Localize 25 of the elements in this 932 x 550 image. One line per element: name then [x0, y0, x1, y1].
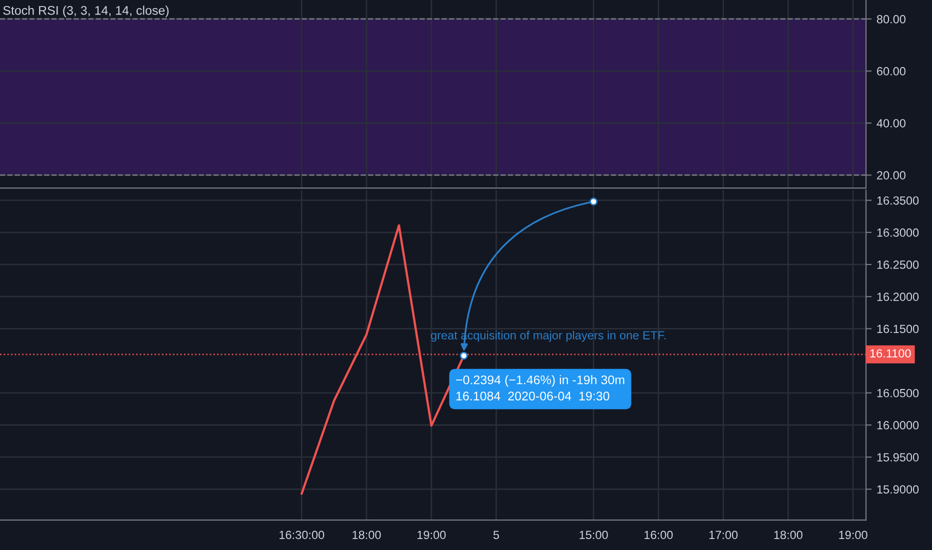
annotation: −0.2394 (−1.46%) in -19h 30m 16.1084 2020-06-04 19:30: [456, 375, 624, 400]
y-tick-label: 80.00: [876, 15, 906, 24]
x-tick-label: 18:00: [352, 530, 381, 540]
y-tick-label: 15.9500: [877, 453, 919, 462]
y-tick-label: 16.2000: [877, 292, 919, 301]
x-tick-label: 16:00: [644, 530, 673, 540]
y-tick-label: 16.3500: [877, 196, 919, 205]
x-tick-label: 5: [493, 530, 500, 540]
y-tick-label: 15.9000: [877, 485, 919, 494]
chart-title: Stoch RSI (3, 3, 14, 14, close): [3, 6, 169, 18]
y-tick-label: 16.0000: [877, 421, 919, 430]
y-tick-label: 16.3000: [877, 228, 919, 237]
y-tick-label: 40.00: [876, 119, 906, 128]
x-tick-label: 19:00: [418, 530, 446, 540]
y-tick-label: 16.1500: [877, 324, 919, 334]
y-tick-label: 16.0500: [877, 388, 919, 398]
y-tick-label: 16.2500: [877, 260, 919, 269]
y-tick-label: 20.00: [877, 171, 906, 180]
y-tick-label: 60.00: [877, 67, 906, 76]
x-tick-label: 17:00: [709, 530, 738, 540]
x-tick-label: 16:30:00: [280, 530, 324, 540]
ref-line-label: 16.1100: [870, 349, 911, 358]
x-tick-label: 18:00: [774, 530, 802, 540]
x-tick-label: 15:00: [580, 530, 608, 540]
x-tick-label: 19:00: [839, 530, 868, 540]
